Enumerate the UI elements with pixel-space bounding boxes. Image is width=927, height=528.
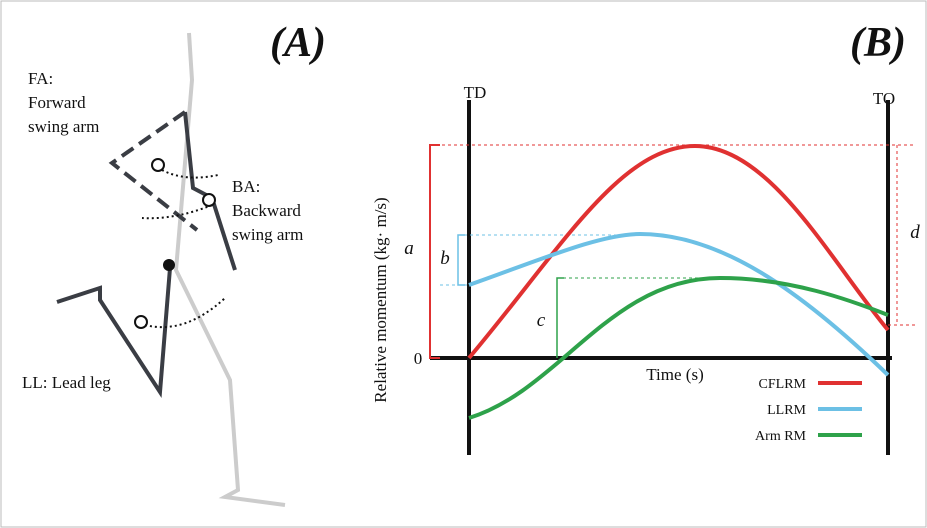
panel-label: (B): [850, 20, 906, 66]
panel-label: (A): [270, 20, 326, 66]
legend-label: Arm RM: [755, 429, 807, 444]
bracket-label: a: [404, 238, 414, 259]
bracket-label: d: [910, 222, 920, 243]
annotation: LL: Lead leg: [22, 373, 111, 392]
annotation: swing arm: [232, 225, 303, 244]
annotation: Forward: [28, 93, 86, 112]
event-label: TO: [873, 89, 895, 108]
annotation: swing arm: [28, 117, 99, 136]
legend-label: CFLRM: [759, 377, 807, 392]
bracket-label: c: [537, 310, 546, 331]
event-label: TD: [464, 83, 487, 102]
y-axis-label: Relative momentum (kg· m/s): [371, 197, 390, 402]
annotation: Backward: [232, 201, 301, 220]
annotation: FA:: [28, 69, 53, 88]
figure: (A) FA: Forward swing arm BA: Backward s…: [0, 0, 927, 528]
x-axis-label: Time (s): [646, 365, 703, 384]
frame: [1, 1, 926, 527]
bracket-label: b: [440, 248, 450, 269]
annotation: BA:: [232, 177, 260, 196]
zero-label: 0: [414, 349, 423, 368]
legend-label: LLRM: [767, 403, 806, 418]
